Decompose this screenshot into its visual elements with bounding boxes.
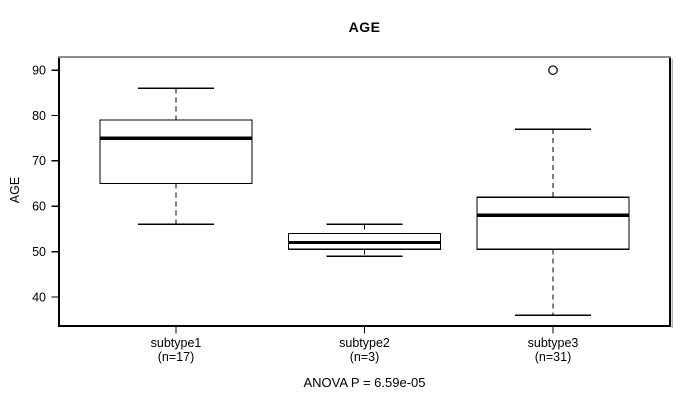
iqr-box — [99, 119, 253, 185]
plot-border — [58, 56, 671, 327]
x-category-count-label: (n=3) — [350, 350, 380, 364]
x-category-label: subtype3 — [528, 336, 579, 350]
boxplot-subtype2: subtype2(n=3) — [287, 223, 442, 364]
outlier-point — [548, 65, 558, 75]
y-axis-label: AGE — [8, 176, 22, 204]
x-category-label: subtype2 — [339, 336, 390, 350]
y-tick-label: 50 — [32, 245, 46, 259]
iqr-box — [476, 196, 630, 250]
y-tick-label: 80 — [32, 109, 46, 123]
y-tick-label: 40 — [32, 290, 46, 304]
x-category-label: subtype1 — [151, 336, 202, 350]
x-category-count-label: (n=17) — [158, 350, 194, 364]
boxplot-subtype1: subtype1(n=17) — [99, 87, 253, 364]
y-tick-label: 90 — [32, 63, 46, 77]
y-axis: 40 50 60 70 80 90 — [32, 63, 59, 304]
anova-annotation: ANOVA P = 6.59e-05 — [303, 375, 426, 390]
y-tick-label: 60 — [32, 200, 46, 214]
boxplot-subtype3: subtype3(n=31) — [476, 65, 630, 364]
x-category-count-label: (n=31) — [535, 350, 571, 364]
y-tick-label: 70 — [32, 154, 46, 168]
chart-title: AGE — [348, 19, 381, 35]
